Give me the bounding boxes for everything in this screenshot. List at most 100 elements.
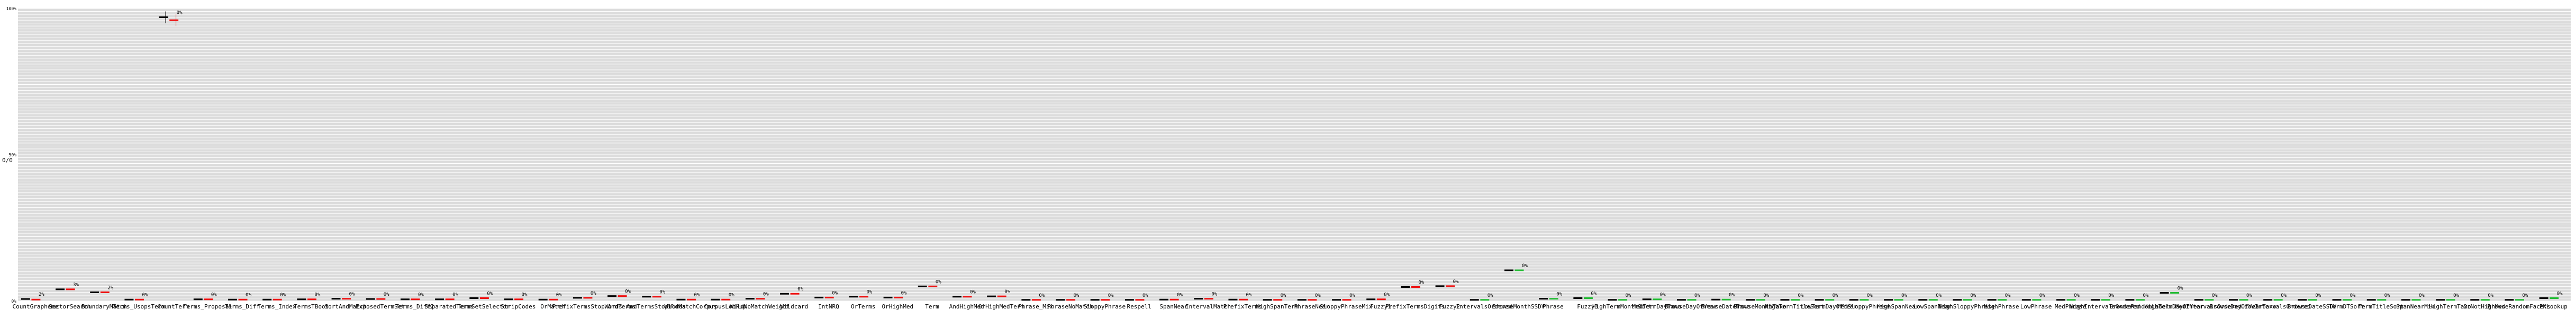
data-label: 0% (866, 290, 872, 295)
data-label: 0% (349, 292, 355, 297)
x-tick-label: LowPhrase (2020, 303, 2052, 310)
data-label: 0% (1142, 293, 1148, 298)
x-tick-label: AndTermsStopWords (627, 303, 686, 310)
y-tick-label: 100% (6, 6, 16, 11)
x-tick-label: LowSpanNear (1913, 303, 1952, 310)
data-label: 0% (556, 293, 562, 298)
data-label: 3% (73, 282, 79, 288)
data-label: 0% (936, 279, 941, 285)
x-tick-label: AndHighMed (949, 303, 984, 310)
data-label: 2% (39, 292, 44, 297)
data-label: 0% (1315, 293, 1321, 298)
x-tick-label: SloppyPhraseMix (1320, 303, 1373, 310)
x-tick-label: HighSpanTerm (1256, 303, 1299, 310)
data-label: 0% (1453, 279, 1459, 285)
x-tick-label: BrowseDateTaxo (1701, 303, 1750, 310)
x-tick-label: BrowseRandomLabel (2110, 303, 2170, 310)
x-tick-label: Respell (1127, 303, 1151, 310)
data-label: 0% (2523, 293, 2528, 298)
data-label: 0% (970, 290, 976, 295)
data-label: 0% (314, 293, 320, 298)
x-tick-label: HighTermMonthSort (1592, 303, 1652, 310)
x-tick-label: MedIntervalsOrdered (2175, 303, 2242, 310)
data-label: 0% (452, 293, 458, 298)
data-label: 0% (1867, 293, 1873, 298)
x-tick-label: BrowseMonthTaxo (1734, 303, 1786, 310)
data-label: 0% (418, 293, 424, 298)
data-label: 0% (2419, 293, 2425, 298)
data-label: 0% (2488, 293, 2493, 298)
x-tick-label: BrowseDateSSDV (2288, 303, 2337, 310)
x-tick-label: CountGrapheme (13, 303, 58, 310)
x-tick-label: PhraseNear (1294, 303, 1329, 310)
data-label: 0% (2108, 293, 2114, 298)
data-label: 0% (1798, 293, 1804, 298)
data-label: 0% (1384, 293, 1390, 298)
data-label: 0% (1281, 293, 1286, 298)
x-tick-label: Term (925, 303, 939, 310)
x-tick-label: Fuzzy3 (1577, 303, 1598, 310)
x-tick-label: IntNRQ (818, 303, 839, 310)
data-label: 0% (2557, 291, 2563, 296)
data-label: 0% (1833, 293, 1838, 298)
data-label: 0% (625, 289, 631, 295)
x-tick-label: Terms_Diff (225, 303, 260, 310)
data-label: 0% (2350, 293, 2356, 298)
x-tick-label: IntervalsOrdered (1456, 303, 1512, 310)
data-marks: 2% 3% 2% 0% 0% 0% 0% 0% 0% 0% 0% 0% 0% 0% 0% 0% 0% 0% 0% 0%… (21, 11, 2563, 301)
data-label: 0% (1177, 293, 1183, 298)
data-label: 0% (2178, 286, 2183, 292)
x-tick-label: BrowseMonthSSDV (1492, 303, 1545, 310)
data-label: 0% (2005, 293, 2011, 298)
x-tick-label: CorpusLookup (704, 303, 746, 310)
x-tick-label: MedTermDayTaxo (1632, 303, 1681, 310)
data-label: 0% (2453, 293, 2459, 298)
x-axis: CountGraphemeSectorSearchBoundaryMatchTe… (13, 303, 2568, 310)
x-tick-label: PrefixTerms (1223, 303, 1262, 310)
x-tick-label: ExposedTermSet (356, 303, 405, 310)
x-tick-label: Terms_Proposal (183, 303, 232, 310)
data-label: 0% (1108, 293, 1114, 298)
x-tick-label: OrNotHighMed (2463, 303, 2505, 310)
data-label: 0% (1660, 293, 1666, 298)
x-tick-label: HighTermTaxo (2429, 303, 2471, 310)
x-tick-label: HighSpanNear (1877, 303, 1919, 310)
data-label: 0% (522, 293, 528, 298)
data-label: 0% (246, 293, 251, 298)
data-label: 0% (2315, 293, 2321, 298)
data-label: 0% (1971, 293, 1976, 298)
data-label: 0% (142, 293, 148, 298)
x-tick-label: BoundaryMatch (81, 303, 127, 310)
data-label: 0% (1246, 293, 1252, 298)
x-tick-label: HighSloppyPhrase (1939, 303, 1995, 310)
data-label: 0% (2212, 293, 2218, 298)
x-tick-label: MedSloppyPhrase (1837, 303, 1890, 310)
data-label: 0% (177, 11, 183, 16)
data-label: 0% (694, 293, 700, 298)
data-label: 0% (1522, 263, 1528, 269)
x-tick-label: SortAndMatch (325, 303, 367, 310)
x-tick-label: OrMatch (540, 303, 565, 310)
x-tick-label: Terms_UsopsTerm (112, 303, 165, 310)
x-tick-label: Phrase_Mix (1018, 303, 1054, 310)
data-label: 0% (1039, 293, 1045, 298)
y-axis-label: 0/0 (2, 157, 13, 164)
x-tick-label: LowTermDayOfYear (1801, 303, 1857, 310)
data-label: 0% (2039, 293, 2045, 298)
data-label: 0% (1211, 292, 1217, 297)
data-label: 0% (901, 290, 907, 296)
data-label: 0% (2246, 293, 2252, 298)
x-tick-label: StripCodes (501, 303, 536, 310)
x-tick-label: WildNoMatchWeight (730, 303, 790, 310)
data-label: 0% (832, 290, 838, 296)
x-tick-label: Terms_Index (257, 303, 296, 310)
plot-area (18, 8, 2571, 302)
data-label: 0% (1901, 293, 1907, 298)
data-label: 0% (1763, 293, 1769, 298)
x-tick-label: Fuzzy1 (1370, 303, 1391, 310)
x-tick-label: PrefixTermsStopWords (552, 303, 622, 310)
x-tick-label: OrHighMedTerm (978, 303, 1024, 310)
y-tick-label: 50% (9, 153, 17, 157)
x-tick-label: HighPhrase (1984, 303, 2019, 310)
